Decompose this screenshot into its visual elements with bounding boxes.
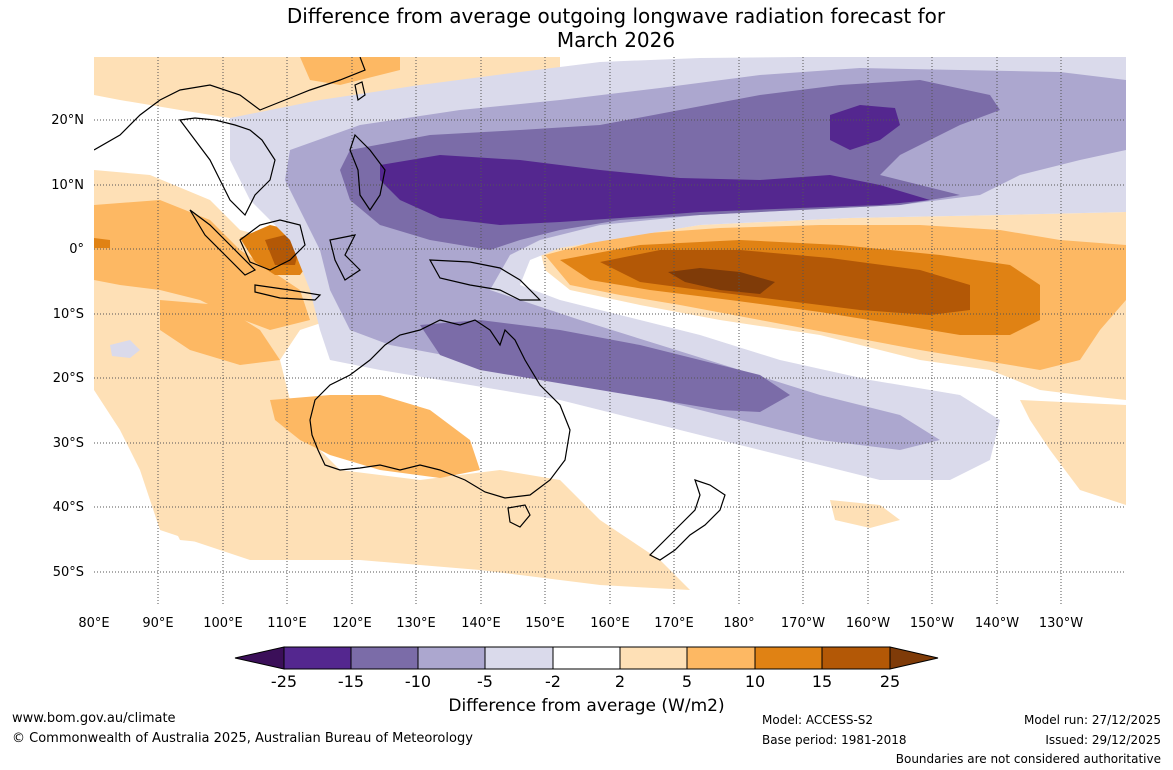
longitude-labels: 80°E 90°E 100°E 110°E 120°E 130°E 140°E … bbox=[78, 616, 1083, 631]
lightest-purple-west bbox=[110, 340, 140, 358]
lat-label: 0° bbox=[69, 242, 84, 257]
asia-coast bbox=[94, 57, 366, 217]
light-orange-north bbox=[94, 57, 560, 118]
footer-base-period: Base period: 1981-2018 bbox=[762, 733, 907, 747]
lon-label: 140°E bbox=[461, 616, 501, 631]
philippines-coast bbox=[349, 133, 386, 212]
taiwan-coast bbox=[354, 81, 366, 102]
dark-orange-west bbox=[94, 238, 110, 248]
colorbar-swatch bbox=[283, 646, 352, 670]
orange-indian bbox=[94, 200, 310, 330]
lon-label: 130°E bbox=[396, 616, 436, 631]
lon-label: 140°W bbox=[975, 616, 1019, 631]
colorbar: -25 -15 -10 -5 -2 2 5 10 15 25 bbox=[234, 646, 939, 691]
java-coast bbox=[254, 284, 322, 301]
lon-label: 90°E bbox=[142, 616, 173, 631]
colorbar-swatch bbox=[686, 646, 756, 670]
lat-label: 40°S bbox=[53, 500, 84, 515]
lon-label: 100°E bbox=[203, 616, 243, 631]
coastlines bbox=[94, 57, 726, 561]
colorbar-label: -15 bbox=[338, 672, 364, 691]
new-zealand-coast bbox=[648, 479, 726, 561]
lon-label: 180° bbox=[723, 616, 754, 631]
colorbar-swatch bbox=[417, 646, 486, 670]
lat-label: 20°N bbox=[51, 113, 84, 128]
lon-label: 160°E bbox=[590, 616, 630, 631]
colorbar-swatch bbox=[484, 646, 554, 670]
lat-label: 20°S bbox=[53, 371, 84, 386]
new-guinea-coast bbox=[428, 259, 542, 301]
footer-copyright: © Commonwealth of Australia 2025, Austra… bbox=[12, 731, 473, 746]
colorbar-high-extension bbox=[889, 646, 939, 670]
colorbar-swatch bbox=[552, 646, 621, 670]
lat-label: 10°S bbox=[53, 307, 84, 322]
light-orange-south bbox=[170, 510, 300, 545]
lon-label: 80°E bbox=[78, 616, 109, 631]
dark-purple-north bbox=[830, 105, 900, 150]
colorbar-label: 5 bbox=[682, 672, 692, 691]
tasmania-coast bbox=[507, 504, 531, 528]
orange-indian-south bbox=[160, 300, 280, 365]
medium-purple-south bbox=[420, 320, 790, 412]
gridlines bbox=[94, 57, 1126, 605]
colorbar-label: 10 bbox=[745, 672, 765, 691]
orange-australia bbox=[270, 395, 480, 478]
lon-label: 110°E bbox=[267, 616, 307, 631]
map-title: Difference from average outgoing longwav… bbox=[0, 4, 1173, 52]
colorbar-title: Difference from average (W/m2) bbox=[448, 696, 725, 716]
orange-north bbox=[300, 57, 400, 85]
anomaly-field bbox=[94, 57, 1126, 605]
footer-issued: Issued: 29/12/2025 bbox=[1045, 733, 1161, 747]
sumatra-coast bbox=[189, 209, 257, 276]
darkest-brown-pacific bbox=[668, 268, 775, 294]
colorbar-swatch bbox=[350, 646, 419, 670]
colorbar-label: -5 bbox=[477, 672, 493, 691]
colorbar-label: -2 bbox=[545, 672, 561, 691]
lon-label: 160°W bbox=[846, 616, 890, 631]
lat-label: 50°S bbox=[53, 565, 84, 580]
footer-disclaimer: Boundaries are not considered authoritat… bbox=[895, 752, 1161, 766]
colorbar-label: 2 bbox=[615, 672, 625, 691]
footer-model-run: Model run: 27/12/2025 bbox=[1023, 713, 1161, 727]
colorbar-swatch bbox=[619, 646, 688, 670]
lat-label: 30°S bbox=[53, 436, 84, 451]
map-title-line2: March 2026 bbox=[556, 28, 676, 52]
colorbar-label: -25 bbox=[271, 672, 297, 691]
australia-coast bbox=[309, 319, 571, 499]
lon-label: 170°W bbox=[781, 616, 825, 631]
footer-model: Model: ACCESS-S2 bbox=[762, 713, 874, 727]
colorbar-swatch bbox=[821, 646, 891, 670]
footer-url[interactable]: www.bom.gov.au/climate bbox=[12, 711, 176, 726]
lon-label: 150°W bbox=[910, 616, 954, 631]
lon-label: 130°W bbox=[1039, 616, 1083, 631]
lon-label: 170°E bbox=[654, 616, 694, 631]
colorbar-label: -10 bbox=[405, 672, 431, 691]
dark-purple-band bbox=[380, 155, 930, 225]
colorbar-swatch bbox=[754, 646, 823, 670]
light-orange-southeast bbox=[1020, 400, 1126, 505]
colorbar-label: 15 bbox=[812, 672, 832, 691]
map-title-line1: Difference from average outgoing longwav… bbox=[286, 4, 946, 28]
brown-pacific bbox=[600, 250, 970, 315]
sulawesi-coast bbox=[329, 234, 361, 281]
borneo-coast bbox=[239, 219, 306, 271]
latitude-labels: 20°N 10°N 0° 10°S 20°S 30°S 40°S 50°S bbox=[51, 113, 84, 580]
lat-label: 10°N bbox=[51, 178, 84, 193]
colorbar-low-extension bbox=[234, 646, 285, 670]
lon-label: 120°E bbox=[332, 616, 372, 631]
lon-label: 150°E bbox=[525, 616, 565, 631]
colorbar-label: 25 bbox=[880, 672, 900, 691]
